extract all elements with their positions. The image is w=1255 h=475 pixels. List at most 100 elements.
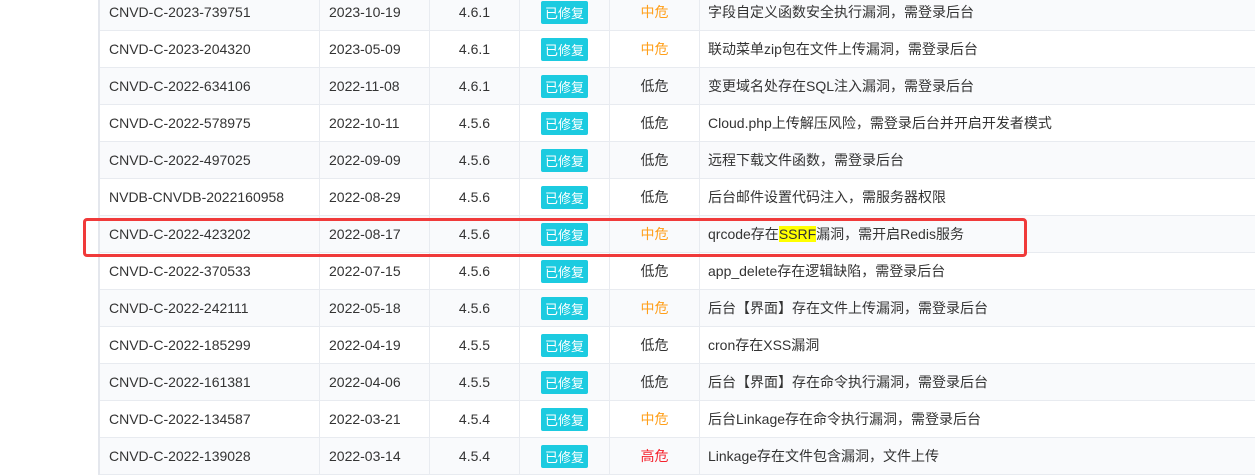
severity: 高危 (610, 438, 700, 474)
severity: 中危 (610, 31, 700, 67)
status-cell: 已修复 (520, 105, 610, 141)
severity: 中危 (610, 0, 700, 30)
severity: 低危 (610, 68, 700, 104)
status-cell: 已修复 (520, 179, 610, 215)
date: 2023-05-09 (320, 31, 430, 67)
severity: 中危 (610, 216, 700, 252)
description-cell: Linkage存在文件包含漏洞，文件上传 (700, 438, 1255, 474)
status-cell: 已修复 (520, 0, 610, 30)
status-badge: 已修复 (540, 37, 588, 61)
status-cell: 已修复 (520, 253, 610, 289)
description: app_delete存在逻辑缺陷，需登录后台 (708, 263, 946, 279)
vuln-id: CNVD-C-2022-139028 (100, 438, 320, 474)
description-cell: 后台Linkage存在命令执行漏洞，需登录后台 (700, 401, 1255, 437)
status-badge: 已修复 (540, 148, 588, 172)
table-row: CNVD-C-2022-161381 2022-04-06 4.5.5 已修复 … (100, 364, 1255, 401)
description: 联动菜单zip包在文件上传漏洞，需登录后台 (708, 41, 978, 57)
table-row: CNVD-C-2022-139028 2022-03-14 4.5.4 已修复 … (100, 438, 1255, 475)
status-cell: 已修复 (520, 31, 610, 67)
vulnerability-table: CNVD-C-2023-739751 2023-10-19 4.6.1 已修复 … (98, 0, 1255, 475)
description: 后台【界面】存在命令执行漏洞，需登录后台 (708, 374, 988, 390)
vuln-id: CNVD-C-2022-134587 (100, 401, 320, 437)
description: Cloud.php上传解压风险，需登录后台并开启开发者模式 (708, 115, 1052, 131)
vuln-id: CNVD-C-2022-242111 (100, 290, 320, 326)
version: 4.5.5 (430, 364, 520, 400)
severity: 低危 (610, 327, 700, 363)
date: 2022-08-17 (320, 216, 430, 252)
status-badge: 已修复 (540, 296, 588, 320)
table-row: CNVD-C-2022-134587 2022-03-21 4.5.4 已修复 … (100, 401, 1255, 438)
vuln-id: CNVD-C-2023-739751 (100, 0, 320, 30)
version: 4.5.6 (430, 105, 520, 141)
version: 4.5.6 (430, 179, 520, 215)
status-badge: 已修复 (540, 222, 588, 246)
severity: 中危 (610, 290, 700, 326)
description: 后台Linkage存在命令执行漏洞，需登录后台 (708, 411, 982, 427)
date: 2022-07-15 (320, 253, 430, 289)
vuln-id: CNVD-C-2023-204320 (100, 31, 320, 67)
status-badge: 已修复 (540, 259, 588, 283)
description-cell: Cloud.php上传解压风险，需登录后台并开启开发者模式 (700, 105, 1255, 141)
version: 4.5.6 (430, 290, 520, 326)
table-row: NVDB-CNVDB-2022160958 2022-08-29 4.5.6 已… (100, 179, 1255, 216)
description: 字段自定义函数安全执行漏洞，需登录后台 (708, 4, 974, 20)
table-row: CNVD-C-2022-242111 2022-05-18 4.5.6 已修复 … (100, 290, 1255, 327)
table-row: CNVD-C-2022-370533 2022-07-15 4.5.6 已修复 … (100, 253, 1255, 290)
status-badge: 已修复 (540, 370, 588, 394)
vuln-id: CNVD-C-2022-161381 (100, 364, 320, 400)
status-badge: 已修复 (540, 407, 588, 431)
date: 2022-03-14 (320, 438, 430, 474)
version: 4.5.5 (430, 327, 520, 363)
version: 4.6.1 (430, 0, 520, 30)
version: 4.5.4 (430, 401, 520, 437)
status-badge: 已修复 (540, 333, 588, 357)
severity: 低危 (610, 364, 700, 400)
vuln-id: CNVD-C-2022-423202 (100, 216, 320, 252)
status-badge: 已修复 (540, 74, 588, 98)
date: 2022-11-08 (320, 68, 430, 104)
table-row: CNVD-C-2022-497025 2022-09-09 4.5.6 已修复 … (100, 142, 1255, 179)
version: 4.5.6 (430, 142, 520, 178)
version: 4.5.6 (430, 216, 520, 252)
table-row: CNVD-C-2022-423202 2022-08-17 4.5.6 已修复 … (100, 216, 1255, 253)
version: 4.5.6 (430, 253, 520, 289)
table-row: CNVD-C-2022-578975 2022-10-11 4.5.6 已修复 … (100, 105, 1255, 142)
date: 2022-04-19 (320, 327, 430, 363)
status-badge: 已修复 (540, 444, 588, 468)
date: 2022-10-11 (320, 105, 430, 141)
status-badge: 已修复 (540, 0, 588, 24)
highlighted-keyword: SSRF (778, 226, 817, 242)
description: Linkage存在文件包含漏洞，文件上传 (708, 448, 940, 464)
severity: 中危 (610, 401, 700, 437)
desc-post: 漏洞，需开启Redis服务 (816, 226, 964, 242)
status-cell: 已修复 (520, 364, 610, 400)
description-cell: 字段自定义函数安全执行漏洞，需登录后台 (700, 0, 1255, 30)
description-cell: 远程下载文件函数，需登录后台 (700, 142, 1255, 178)
date: 2023-10-19 (320, 0, 430, 30)
severity: 低危 (610, 105, 700, 141)
date: 2022-09-09 (320, 142, 430, 178)
date: 2022-03-21 (320, 401, 430, 437)
table-row: CNVD-C-2022-185299 2022-04-19 4.5.5 已修复 … (100, 327, 1255, 364)
table-row: CNVD-C-2022-634106 2022-11-08 4.6.1 已修复 … (100, 68, 1255, 105)
status-cell: 已修复 (520, 290, 610, 326)
version: 4.5.4 (430, 438, 520, 474)
status-cell: 已修复 (520, 438, 610, 474)
vuln-id: CNVD-C-2022-185299 (100, 327, 320, 363)
description: cron存在XSS漏洞 (708, 337, 820, 353)
description-cell: 后台【界面】存在文件上传漏洞，需登录后台 (700, 290, 1255, 326)
vuln-id: CNVD-C-2022-497025 (100, 142, 320, 178)
version: 4.6.1 (430, 68, 520, 104)
date: 2022-04-06 (320, 364, 430, 400)
description-cell: cron存在XSS漏洞 (700, 327, 1255, 363)
severity: 低危 (610, 253, 700, 289)
date: 2022-05-18 (320, 290, 430, 326)
description-cell: 后台【界面】存在命令执行漏洞，需登录后台 (700, 364, 1255, 400)
vuln-id: CNVD-C-2022-634106 (100, 68, 320, 104)
date: 2022-08-29 (320, 179, 430, 215)
status-cell: 已修复 (520, 68, 610, 104)
status-cell: 已修复 (520, 142, 610, 178)
version: 4.6.1 (430, 31, 520, 67)
table-row: CNVD-C-2023-739751 2023-10-19 4.6.1 已修复 … (100, 0, 1255, 31)
status-cell: 已修复 (520, 327, 610, 363)
